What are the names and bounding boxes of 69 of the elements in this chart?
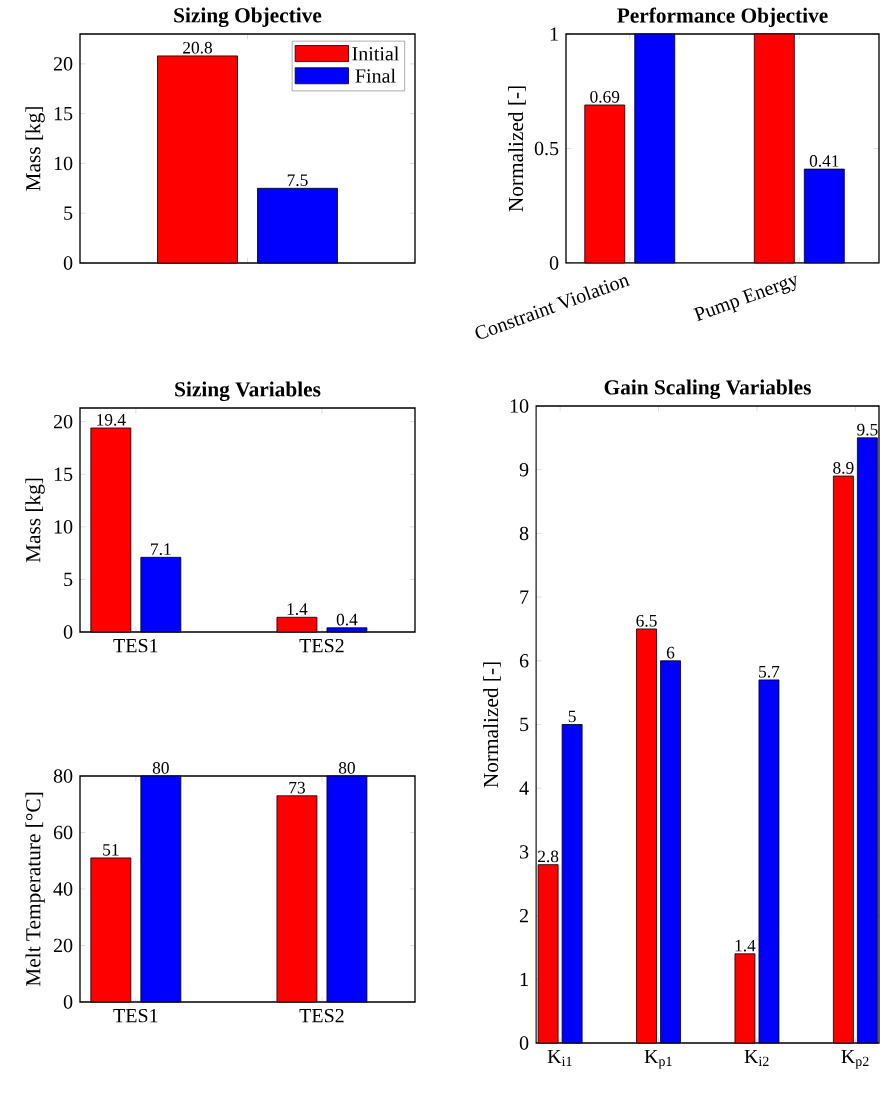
- data-label: 7.5: [287, 174, 308, 187]
- data-label: 7.1: [151, 543, 171, 556]
- y-tick-label: 15: [54, 467, 73, 481]
- chart-title: Sizing Objective: [174, 7, 322, 28]
- x-tick-label: K$_{p1}$: [644, 1049, 672, 1069]
- legend-label: Initial: [352, 46, 399, 61]
- data-label: 2.8: [538, 850, 559, 863]
- data-label: 8.9: [833, 462, 854, 474]
- data-label: 5: [568, 710, 576, 723]
- y-axis-title: Melt Temperature [°C]: [25, 792, 45, 987]
- x-tick-label: K$_{i1}$: [547, 1049, 572, 1066]
- y-tick-label: 40: [53, 882, 73, 896]
- y-tick-label: 5: [64, 206, 73, 220]
- data-label: 6: [666, 646, 675, 659]
- y-tick-label: 0: [63, 256, 73, 270]
- y-tick-label: 5: [520, 717, 529, 732]
- y-tick-label: 7: [520, 590, 529, 604]
- data-label: 5.7: [759, 666, 780, 678]
- data-label: 6.5: [636, 614, 657, 627]
- x-tick-label: Pump Energy: [693, 275, 797, 322]
- data-label: 19.4: [97, 413, 126, 426]
- y-tick-label: 3: [520, 845, 529, 859]
- x-tick-label: TES2: [299, 638, 344, 653]
- y-axis-title: Mass [kg]: [25, 107, 45, 191]
- y-tick-label: 80: [53, 769, 73, 783]
- y-tick-label: 2: [519, 908, 528, 923]
- data-label: 0.69: [590, 90, 620, 103]
- legend-label: Final: [355, 68, 396, 83]
- data-label: 9.5: [857, 423, 878, 436]
- y-tick-label: 10: [54, 156, 73, 171]
- y-tick-label: 0: [63, 625, 73, 639]
- y-tick-label: 4: [519, 781, 529, 795]
- y-tick-label: 0: [549, 256, 559, 270]
- data-label: 0.4: [336, 613, 358, 626]
- data-label: 20.8: [183, 41, 213, 54]
- x-tick-label: TES2: [299, 1008, 344, 1023]
- y-tick-label: 1: [550, 27, 558, 41]
- chart-title: Sizing Variables: [175, 381, 321, 402]
- x-tick-label: K$_{i2}$: [744, 1049, 769, 1066]
- data-label: 1.4: [287, 603, 308, 616]
- chart-title: Performance Objective: [617, 7, 828, 28]
- data-label: 51: [103, 844, 119, 856]
- y-tick-label: 9: [519, 462, 529, 477]
- y-tick-label: 8: [519, 526, 529, 541]
- y-tick-label: 0: [63, 995, 73, 1009]
- y-tick-label: 0.5: [534, 141, 559, 156]
- y-tick-label: 1: [520, 972, 528, 986]
- data-label: 80: [152, 762, 169, 774]
- y-tick-label: 5: [64, 572, 73, 587]
- data-label: 80: [338, 762, 355, 774]
- x-tick-label: TES1: [113, 1008, 158, 1023]
- y-axis-title: Mass [kg]: [25, 478, 45, 563]
- x-tick-label: K$_{p2}$: [841, 1049, 869, 1069]
- data-label: 73: [289, 781, 305, 794]
- y-axis-title: Normalized [-]: [483, 662, 501, 788]
- y-tick-label: 6: [519, 654, 529, 668]
- x-tick-label: TES1: [113, 638, 158, 653]
- y-tick-label: 10: [510, 399, 529, 413]
- y-tick-label: 20: [53, 938, 73, 953]
- chart-title: Gain Scaling Variables: [604, 379, 811, 400]
- y-tick-label: 0: [519, 1036, 529, 1050]
- y-tick-label: 60: [53, 825, 73, 840]
- y-tick-label: 20: [53, 57, 73, 71]
- y-tick-label: 15: [54, 106, 73, 121]
- y-tick-label: 10: [54, 520, 73, 534]
- data-label: 1.4: [735, 939, 756, 952]
- y-axis-title: Normalized [-]: [508, 86, 526, 212]
- data-label: 0.41: [809, 155, 839, 167]
- y-tick-label: 20: [53, 414, 73, 429]
